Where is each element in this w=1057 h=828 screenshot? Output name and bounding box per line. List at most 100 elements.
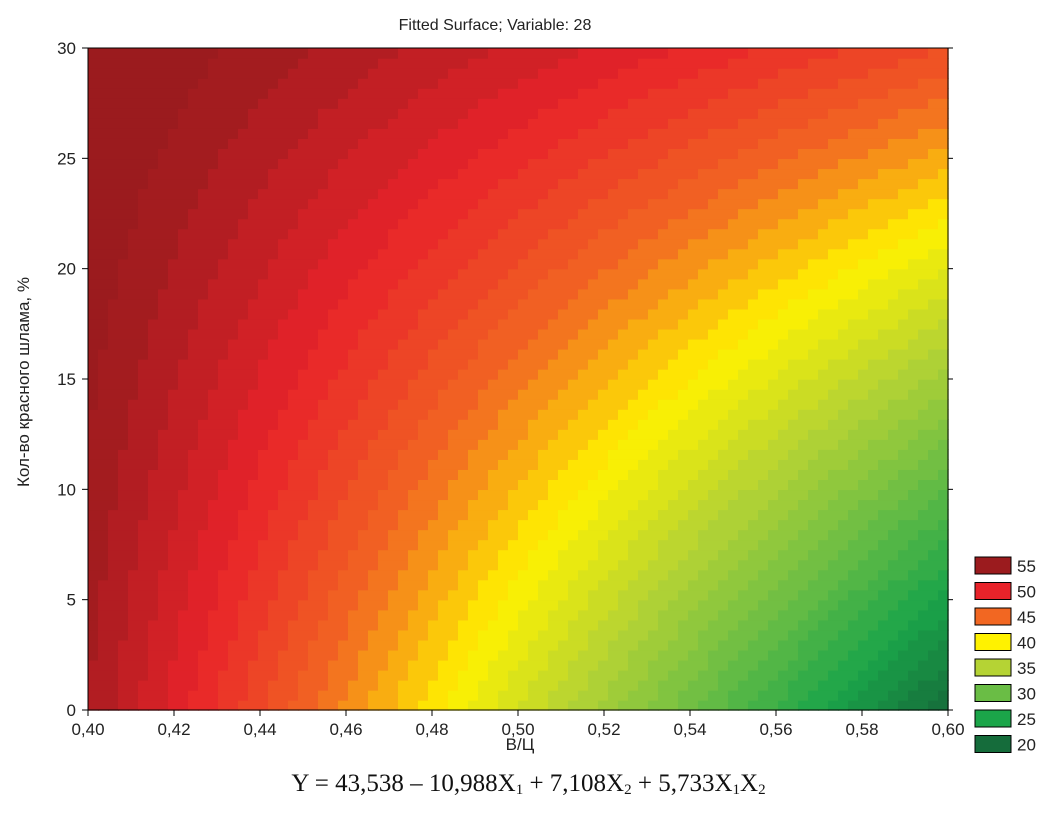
contour-cell — [288, 88, 299, 99]
contour-cell — [558, 318, 569, 330]
contour-cell — [328, 389, 339, 400]
contour-cell — [118, 348, 129, 360]
contour-cell — [508, 439, 519, 450]
contour-cell — [198, 128, 209, 139]
contour-cell — [608, 318, 619, 330]
contour-cell — [388, 288, 399, 300]
contour-cell — [678, 589, 689, 601]
contour-cell — [558, 258, 569, 270]
contour-cell — [438, 569, 449, 581]
contour-cell — [608, 449, 619, 460]
contour-cell — [748, 589, 759, 601]
contour-cell — [318, 449, 329, 460]
contour-cell — [168, 579, 179, 591]
contour-cell — [768, 238, 779, 250]
contour-cell — [828, 298, 839, 310]
contour-cell — [308, 399, 319, 410]
contour-cell — [108, 589, 119, 601]
contour-cell — [348, 278, 359, 290]
contour-cell — [378, 338, 389, 350]
contour-cell — [518, 539, 529, 551]
contour-cell — [238, 358, 249, 370]
contour-cell — [778, 178, 789, 190]
contour-cell — [168, 559, 179, 571]
contour-cell — [698, 198, 709, 210]
contour-cell — [258, 128, 269, 139]
contour-cell — [138, 48, 149, 59]
contour-cell — [398, 368, 409, 380]
contour-cell — [158, 48, 169, 59]
contour-cell — [258, 308, 269, 320]
contour-cell — [688, 669, 699, 681]
contour-cell — [448, 258, 459, 270]
contour-cell — [588, 639, 599, 651]
contour-cell — [108, 108, 119, 119]
contour-cell — [778, 629, 789, 641]
contour-cell — [778, 348, 789, 360]
contour-cell — [98, 549, 109, 561]
contour-cell — [88, 268, 99, 280]
contour-cell — [538, 268, 549, 280]
contour-cell — [218, 379, 229, 390]
contour-cell — [178, 529, 189, 541]
contour-cell — [148, 58, 159, 69]
contour-cell — [198, 509, 209, 521]
contour-cell — [368, 609, 379, 621]
contour-cell — [588, 248, 599, 260]
contour-cell — [348, 188, 359, 200]
contour-cell — [818, 639, 829, 651]
contour-cell — [118, 118, 129, 129]
contour-cell — [798, 58, 809, 69]
contour-cell — [98, 399, 109, 410]
contour-cell — [758, 108, 769, 119]
contour-cell — [648, 168, 659, 180]
contour-cell — [798, 499, 809, 511]
contour-cell — [318, 429, 329, 440]
contour-cell — [538, 669, 549, 681]
contour-cell — [298, 409, 309, 420]
contour-cell — [318, 439, 329, 450]
contour-cell — [438, 328, 449, 340]
contour-cell — [428, 479, 439, 491]
contour-cell — [598, 368, 609, 380]
contour-cell — [658, 278, 669, 290]
contour-cell — [528, 489, 539, 501]
contour-cell — [598, 529, 609, 541]
contour-cell — [198, 188, 209, 200]
contour-cell — [218, 368, 229, 380]
contour-cell — [128, 519, 139, 531]
contour-cell — [188, 298, 199, 310]
contour-cell — [408, 579, 419, 591]
contour-cell — [308, 268, 319, 280]
contour-cell — [298, 509, 309, 521]
contour-cell — [148, 589, 159, 601]
contour-cell — [178, 158, 189, 170]
contour-cell — [528, 368, 539, 380]
contour-cell — [178, 639, 189, 651]
contour-cell — [98, 278, 109, 290]
contour-cell — [288, 168, 299, 180]
contour-cell — [778, 258, 789, 270]
contour-cell — [748, 88, 759, 99]
contour-cell — [368, 348, 379, 360]
contour-cell — [518, 98, 529, 109]
contour-cell — [458, 399, 469, 410]
contour-cell — [648, 98, 659, 109]
contour-cell — [358, 509, 369, 521]
contour-cell — [758, 258, 769, 270]
contour-cell — [718, 248, 729, 260]
contour-cell — [768, 218, 779, 230]
contour-cell — [818, 609, 829, 621]
contour-cell — [218, 68, 229, 79]
contour-cell — [768, 469, 779, 480]
contour-cell — [338, 489, 349, 501]
contour-cell — [648, 539, 659, 551]
contour-cell — [458, 429, 469, 440]
contour-cell — [318, 78, 329, 89]
contour-cell — [458, 529, 469, 541]
contour-cell — [538, 298, 549, 310]
contour-cell — [738, 699, 749, 711]
contour-cell — [398, 358, 409, 370]
contour-cell — [128, 258, 139, 270]
contour-cell — [368, 108, 379, 119]
